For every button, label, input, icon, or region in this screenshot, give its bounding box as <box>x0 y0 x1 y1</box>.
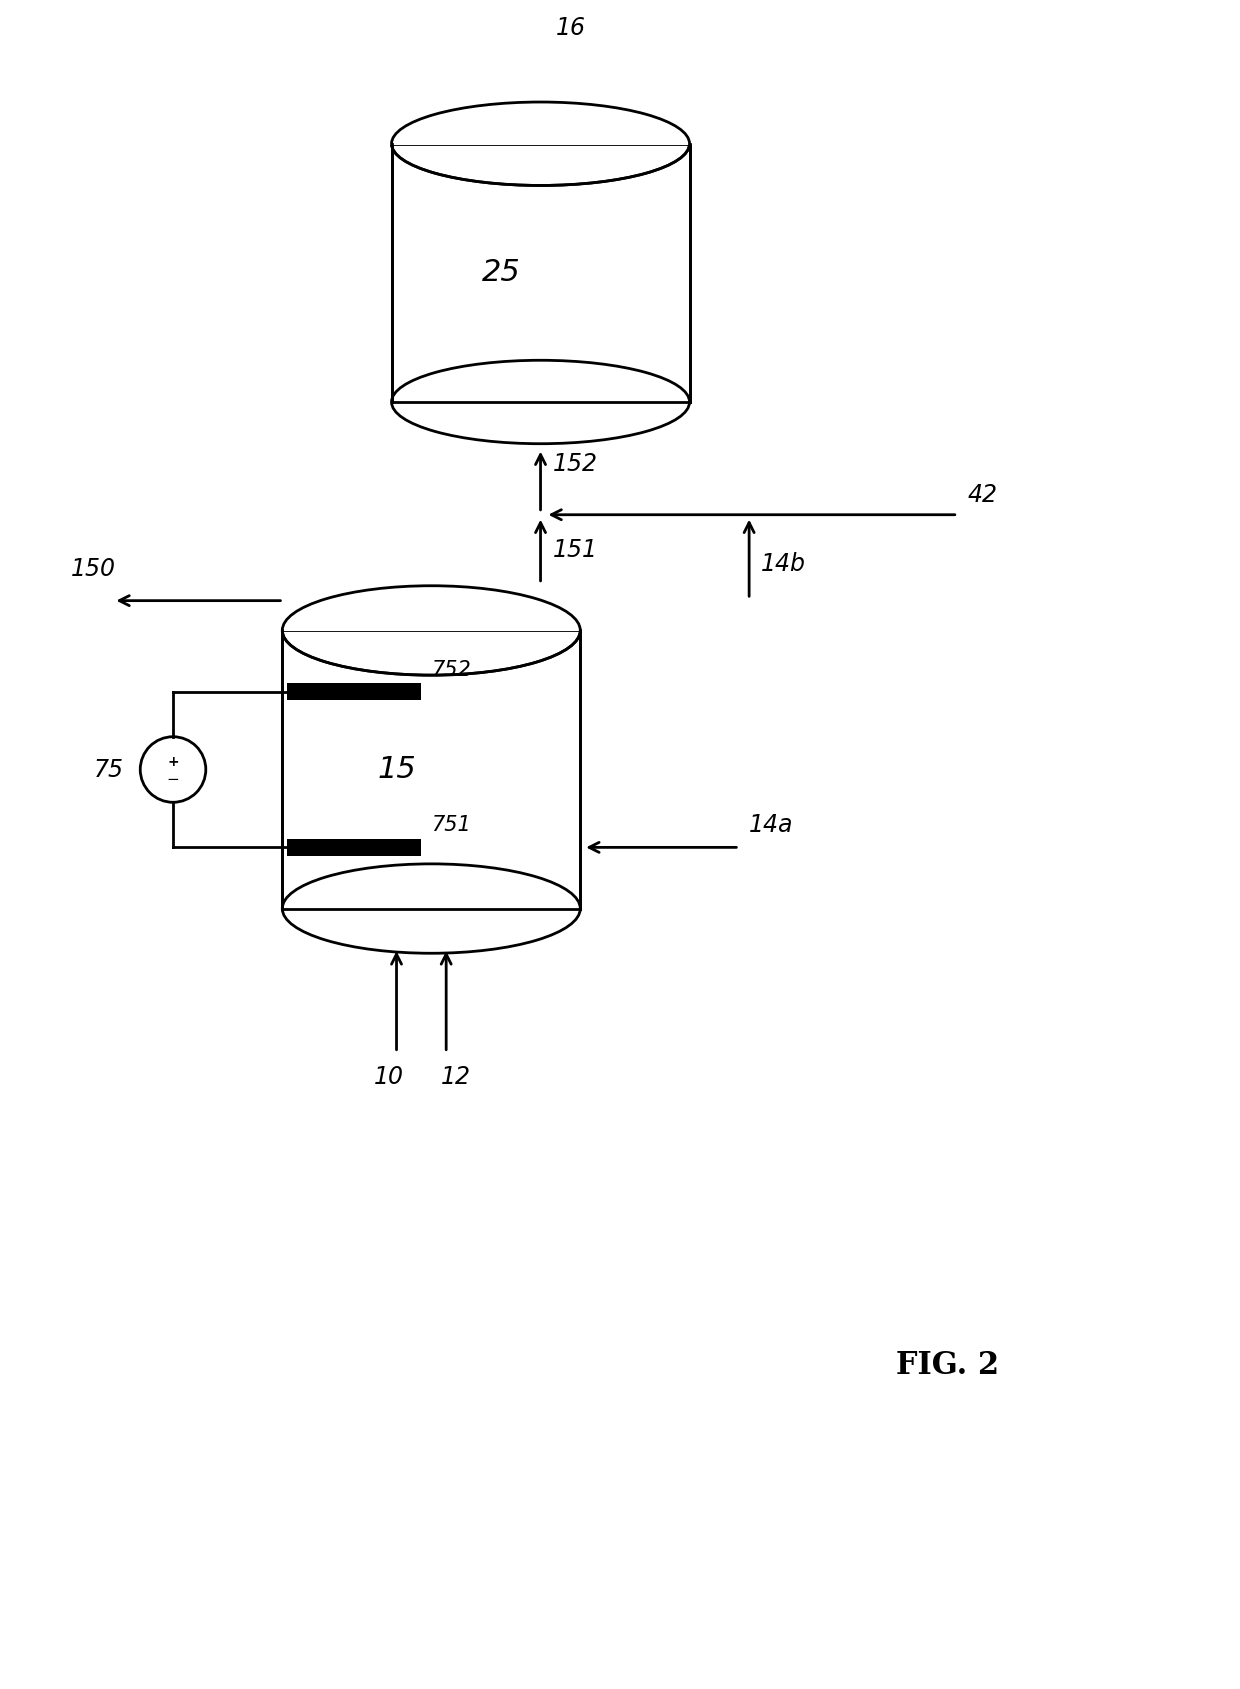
Text: 12: 12 <box>441 1064 471 1088</box>
Text: FIG. 2: FIG. 2 <box>897 1350 999 1382</box>
Bar <box>288 839 422 856</box>
Text: 752: 752 <box>432 660 471 679</box>
Text: 16: 16 <box>556 15 585 39</box>
Text: 10: 10 <box>373 1064 403 1088</box>
Bar <box>278 581 585 632</box>
Text: +: + <box>167 755 179 768</box>
Ellipse shape <box>283 863 580 953</box>
Text: 150: 150 <box>71 557 117 581</box>
Text: −: − <box>166 772 180 787</box>
Circle shape <box>140 736 206 802</box>
Bar <box>283 630 580 909</box>
Text: 751: 751 <box>432 816 471 836</box>
Ellipse shape <box>283 586 580 676</box>
Text: 25: 25 <box>481 258 521 287</box>
Bar <box>392 144 689 402</box>
Text: 151: 151 <box>553 539 598 562</box>
Ellipse shape <box>392 101 689 186</box>
Bar <box>387 98 694 145</box>
Text: 14b: 14b <box>761 552 806 576</box>
Text: 152: 152 <box>553 453 598 476</box>
Text: 42: 42 <box>967 483 998 507</box>
Text: 15: 15 <box>377 755 415 784</box>
Ellipse shape <box>392 360 689 444</box>
Bar <box>288 682 422 699</box>
Text: 14a: 14a <box>749 814 794 838</box>
Text: 75: 75 <box>93 757 123 782</box>
